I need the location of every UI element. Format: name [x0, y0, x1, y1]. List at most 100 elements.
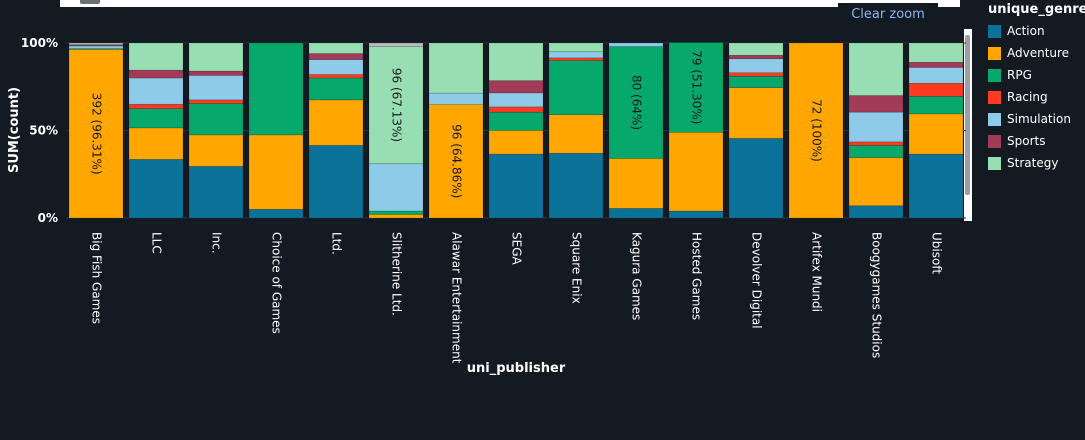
y-axis-title: SUM(count) [7, 87, 22, 173]
bar-segment-4-5[interactable] [308, 53, 364, 60]
legend-item-adventure[interactable]: Adventure [984, 42, 1085, 64]
bar-segment-14-1[interactable] [908, 113, 964, 155]
zoom-range-bar[interactable] [60, 0, 972, 221]
bar-segment-4-2[interactable] [308, 77, 364, 101]
x-tick-label-2: Inc. [210, 232, 224, 254]
bar-segment-13-2[interactable] [848, 145, 904, 158]
bar-segment-5-4[interactable] [368, 163, 424, 212]
bar-segment-0-7[interactable] [68, 42, 124, 45]
bar-segment-8-6[interactable] [548, 42, 604, 53]
bar-segment-10-1[interactable] [668, 131, 724, 212]
bar-segment-11-4[interactable] [728, 58, 784, 74]
bar-segment-14-2[interactable] [908, 96, 964, 115]
bar-segment-13-1[interactable] [848, 157, 904, 207]
legend-item-racing[interactable]: Racing [984, 86, 1085, 108]
bar-segment-1-2[interactable] [128, 108, 184, 129]
legend-item-sports[interactable]: Sports [984, 130, 1085, 152]
bar-segment-14-5[interactable] [908, 61, 964, 68]
bar-segment-11-6[interactable] [728, 42, 784, 56]
bar-segment-8-1[interactable] [548, 114, 604, 154]
x-tick-label-0: Big Fish Games [90, 232, 104, 324]
bar-segment-7-6[interactable] [488, 42, 544, 81]
bar-segment-8-3[interactable] [548, 57, 604, 61]
bar-segment-9-4[interactable] [608, 42, 664, 47]
bar-segment-7-5[interactable] [488, 80, 544, 94]
bar-segment-6-4[interactable] [428, 92, 484, 105]
legend-item-simulation[interactable]: Simulation [984, 108, 1085, 130]
zoom-range-handle[interactable] [80, 0, 100, 4]
bar-segment-9-1[interactable] [608, 158, 664, 209]
clear-zoom-button[interactable]: Clear zoom [838, 3, 938, 25]
legend-item-strategy[interactable]: Strategy [984, 152, 1085, 174]
zoom-right-handle-grip[interactable] [965, 35, 970, 195]
bar-segment-13-6[interactable] [848, 42, 904, 96]
bar-segment-8-4[interactable] [548, 51, 604, 59]
bar-segment-14-3[interactable] [908, 82, 964, 97]
bar-segment-5-1[interactable] [368, 214, 424, 219]
bar-segment-1-4[interactable] [128, 77, 184, 105]
bar-segment-2-2[interactable] [188, 103, 244, 136]
bar-segment-1-3[interactable] [128, 103, 184, 109]
legend-item-action[interactable]: Action [984, 20, 1085, 42]
bar-segment-4-1[interactable] [308, 99, 364, 146]
bar-segment-11-1[interactable] [728, 87, 784, 139]
bar-segment-10-0[interactable] [668, 210, 724, 219]
bars-group [68, 42, 964, 219]
bar-segment-8-0[interactable] [548, 152, 604, 219]
bar-segment-14-6[interactable] [908, 42, 964, 63]
bar-segment-2-6[interactable] [188, 42, 244, 72]
bar-segment-11-2[interactable] [728, 75, 784, 88]
bar-segment-2-4[interactable] [188, 75, 244, 101]
x-tick-label-11: Devolver Digital [750, 232, 764, 329]
bar-segment-7-0[interactable] [488, 153, 544, 219]
bar-segment-4-0[interactable] [308, 145, 364, 219]
bar-segment-1-6[interactable] [128, 42, 184, 71]
bar-segment-13-0[interactable] [848, 205, 904, 219]
bar-segment-6-6[interactable] [428, 42, 484, 94]
bar-segment-4-4[interactable] [308, 59, 364, 75]
bar-segment-7-1[interactable] [488, 130, 544, 155]
bar-segment-10-2[interactable] [668, 42, 724, 133]
bar-segment-5-2[interactable] [368, 210, 424, 215]
bar-segment-13-5[interactable] [848, 95, 904, 113]
legend-swatch-sports [988, 134, 1001, 148]
bar-segment-2-5[interactable] [188, 70, 244, 76]
bar-segment-11-3[interactable] [728, 72, 784, 77]
bar-segment-3-2[interactable] [248, 42, 304, 136]
bar-segment-1-5[interactable] [128, 69, 184, 79]
bar-segment-14-0[interactable] [908, 153, 964, 219]
legend-item-rpg[interactable]: RPG [984, 64, 1085, 86]
bar-segment-5-7[interactable] [368, 42, 424, 47]
bar-segment-4-6[interactable] [308, 42, 364, 54]
bar-segment-2-0[interactable] [188, 166, 244, 219]
bar-segment-13-4[interactable] [848, 111, 904, 143]
x-tick-label-1: LLC [150, 232, 164, 254]
x-tick-label-14: Ubisoft [930, 232, 944, 274]
bar-segment-3-0[interactable] [248, 208, 304, 219]
bar-segment-9-0[interactable] [608, 208, 664, 219]
bar-segment-14-4[interactable] [908, 67, 964, 84]
zoom-range-track[interactable] [60, 0, 960, 7]
bar-segment-2-1[interactable] [188, 134, 244, 167]
legend-swatch-adventure [988, 46, 1001, 60]
legend-label-adventure: Adventure [1007, 46, 1070, 60]
bar-segment-8-2[interactable] [548, 60, 604, 116]
bar-segment-0-1[interactable] [68, 49, 124, 219]
bar-segment-12-1[interactable] [788, 42, 844, 219]
bar-segment-5-6[interactable] [368, 45, 424, 165]
legend-swatch-rpg [988, 68, 1001, 82]
bar-segment-11-0[interactable] [728, 138, 784, 219]
bar-segment-1-0[interactable] [128, 159, 184, 219]
bar-segment-7-4[interactable] [488, 92, 544, 108]
bar-segment-1-1[interactable] [128, 127, 184, 160]
bar-segment-0-4[interactable] [68, 45, 124, 49]
bar-segment-2-3[interactable] [188, 99, 244, 104]
bar-segment-7-3[interactable] [488, 106, 544, 113]
bar-segment-11-5[interactable] [728, 54, 784, 60]
bar-segment-3-1[interactable] [248, 134, 304, 210]
bar-segment-13-3[interactable] [848, 141, 904, 146]
bar-segment-7-2[interactable] [488, 111, 544, 131]
bar-segment-4-3[interactable] [308, 74, 364, 79]
legend-label-action: Action [1007, 24, 1045, 38]
